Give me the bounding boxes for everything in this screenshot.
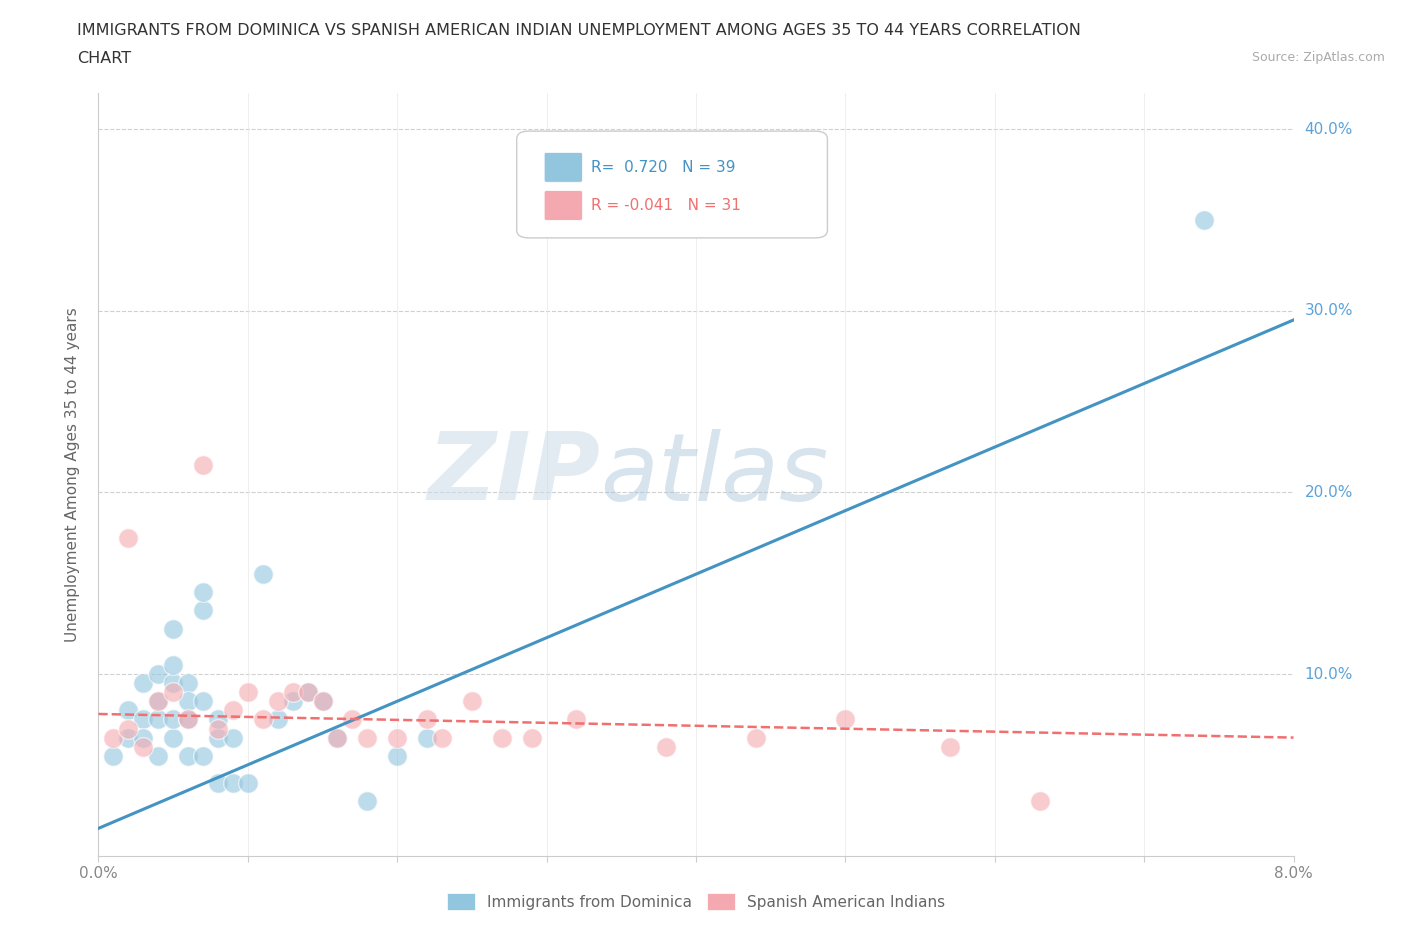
Point	[132, 730, 155, 745]
Point	[326, 730, 349, 745]
Point	[297, 684, 319, 699]
FancyBboxPatch shape	[544, 191, 582, 220]
Point	[461, 694, 484, 709]
Text: atlas: atlas	[600, 429, 828, 520]
Legend: Immigrants from Dominica, Spanish American Indians: Immigrants from Dominica, Spanish Americ…	[441, 886, 950, 917]
Point	[117, 703, 139, 718]
Y-axis label: Unemployment Among Ages 35 to 44 years: Unemployment Among Ages 35 to 44 years	[65, 307, 80, 642]
Point	[356, 793, 378, 808]
Point	[222, 776, 245, 790]
Point	[281, 694, 304, 709]
Text: IMMIGRANTS FROM DOMINICA VS SPANISH AMERICAN INDIAN UNEMPLOYMENT AMONG AGES 35 T: IMMIGRANTS FROM DOMINICA VS SPANISH AMER…	[77, 23, 1081, 38]
Point	[939, 739, 962, 754]
Point	[267, 712, 290, 727]
Point	[162, 658, 184, 672]
Point	[117, 530, 139, 545]
Text: R=  0.720   N = 39: R= 0.720 N = 39	[591, 160, 735, 175]
Point	[177, 712, 200, 727]
Point	[745, 730, 768, 745]
Point	[207, 712, 229, 727]
Point	[191, 458, 214, 472]
Point	[207, 730, 229, 745]
Point	[132, 712, 155, 727]
Point	[281, 684, 304, 699]
Point	[177, 712, 200, 727]
Point	[148, 712, 170, 727]
Point	[236, 776, 259, 790]
Point	[207, 721, 229, 736]
Text: 40.0%: 40.0%	[1305, 122, 1353, 137]
Point	[103, 730, 125, 745]
Point	[416, 730, 439, 745]
Point	[267, 694, 290, 709]
Point	[520, 730, 543, 745]
Point	[162, 684, 184, 699]
Point	[311, 694, 333, 709]
Point	[655, 739, 678, 754]
Point	[385, 730, 409, 745]
Point	[252, 566, 274, 581]
Point	[191, 585, 214, 600]
Point	[565, 712, 588, 727]
Point	[148, 667, 170, 682]
Point	[132, 676, 155, 691]
Point	[103, 749, 125, 764]
Point	[252, 712, 274, 727]
Point	[236, 684, 259, 699]
Point	[148, 749, 170, 764]
Point	[222, 703, 245, 718]
Point	[162, 676, 184, 691]
Text: 10.0%: 10.0%	[1305, 667, 1353, 682]
Point	[117, 721, 139, 736]
Point	[177, 694, 200, 709]
Text: 20.0%: 20.0%	[1305, 485, 1353, 500]
Point	[117, 730, 139, 745]
Text: 30.0%: 30.0%	[1305, 303, 1353, 318]
Point	[132, 739, 155, 754]
Point	[191, 694, 214, 709]
FancyBboxPatch shape	[544, 153, 582, 182]
Point	[162, 621, 184, 636]
Point	[430, 730, 453, 745]
Point	[342, 712, 364, 727]
Text: Source: ZipAtlas.com: Source: ZipAtlas.com	[1251, 51, 1385, 64]
Text: R = -0.041   N = 31: R = -0.041 N = 31	[591, 198, 741, 213]
Point	[207, 776, 229, 790]
Point	[177, 749, 200, 764]
Text: ZIP: ZIP	[427, 429, 600, 520]
Point	[1192, 213, 1215, 228]
Point	[1028, 793, 1050, 808]
Point	[326, 730, 349, 745]
Point	[356, 730, 378, 745]
Point	[385, 749, 409, 764]
Text: CHART: CHART	[77, 51, 131, 66]
Point	[834, 712, 856, 727]
Point	[177, 676, 200, 691]
Point	[222, 730, 245, 745]
Point	[311, 694, 333, 709]
FancyBboxPatch shape	[517, 131, 827, 238]
Point	[416, 712, 439, 727]
Point	[191, 603, 214, 618]
Point	[191, 749, 214, 764]
Point	[148, 694, 170, 709]
Point	[162, 712, 184, 727]
Point	[297, 684, 319, 699]
Point	[162, 730, 184, 745]
Point	[148, 694, 170, 709]
Point	[491, 730, 513, 745]
